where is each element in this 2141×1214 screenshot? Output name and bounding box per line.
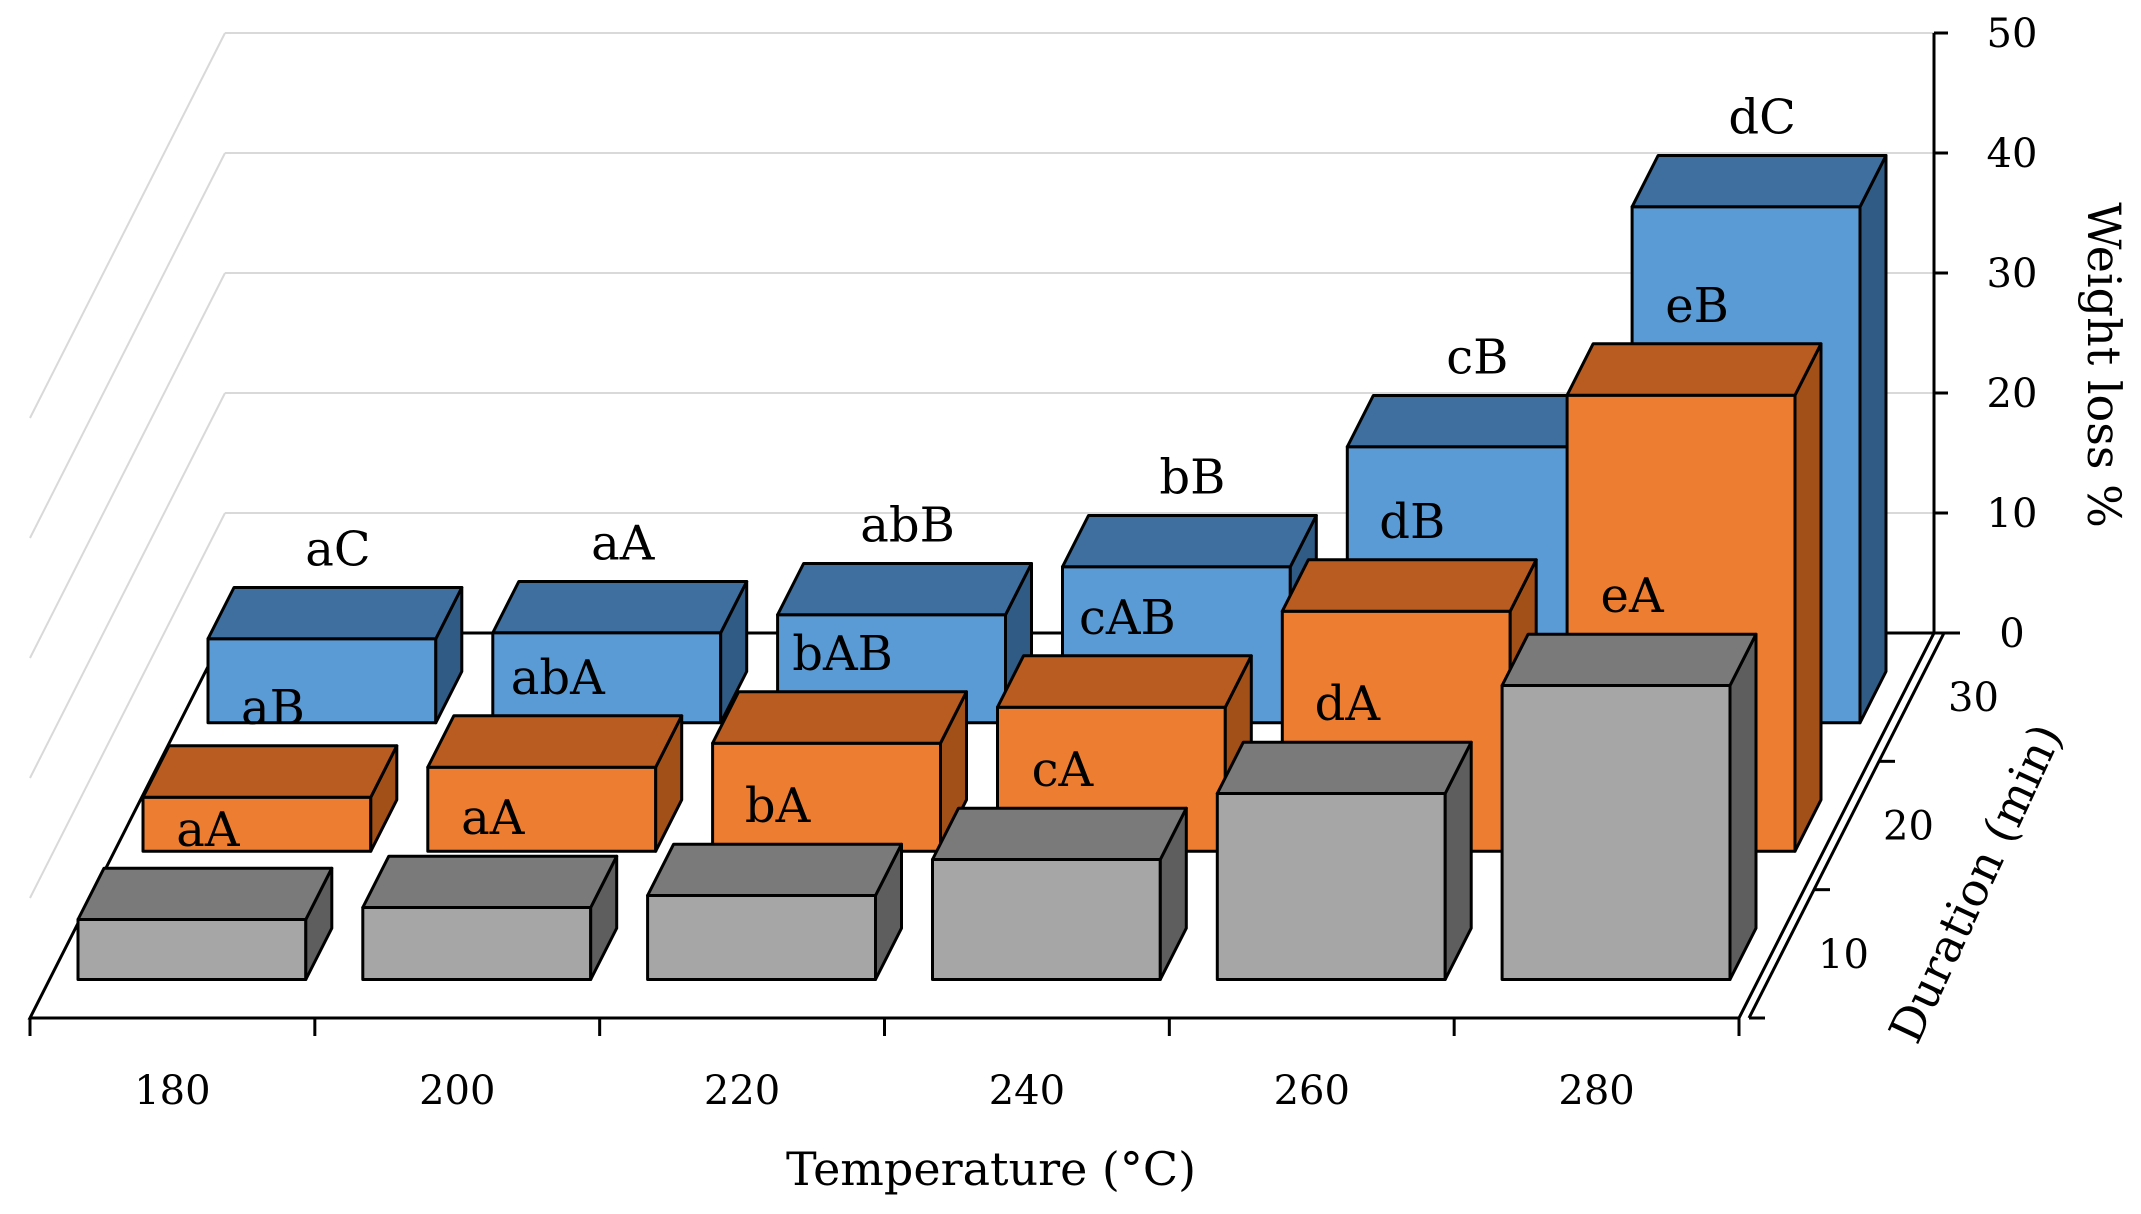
bar-front-face [646,894,877,981]
bar-significance-label: abA [511,650,606,706]
bar-significance-label: eB [1665,278,1729,334]
bar-front-face [931,858,1162,981]
x-tick-label: 240 [989,1068,1065,1114]
bar-significance-label: dB [1379,494,1445,550]
y-tick-label: 30 [1948,675,1999,721]
x-tick-label: 260 [1274,1068,1350,1114]
bar-top-face [141,744,399,799]
bar-top-face [1630,154,1888,209]
bar-significance-label: dC [1728,90,1795,146]
x-tick-label: 280 [1558,1068,1634,1114]
x-tick-label: 200 [419,1068,495,1114]
bar-significance-label: aA [591,516,656,572]
bar-top-face [426,714,684,769]
bar-10min-260 [1215,740,1473,981]
bar-top-face [996,654,1253,709]
bar-30min-180 [206,586,464,725]
bar-20min-180 [141,744,399,853]
x-tick-label: 180 [134,1068,210,1114]
bar-top-face [76,866,334,921]
bar-top-face [711,690,968,745]
bar-side-face [1793,342,1823,853]
z-axis-title: Weight loss % [2077,202,2131,528]
bar-significance-label: bB [1159,450,1225,506]
bar-significance-label: abB [860,498,955,554]
z-tick-label: 0 [1999,611,2024,657]
y-tick-label: 10 [1818,932,1869,978]
bar-top-face [776,562,1033,617]
gridline-side [29,392,226,779]
bar-top-face [1565,342,1823,397]
bar-significance-label: aB [241,680,305,736]
bar-front-face [1215,792,1447,981]
axes-layer: 0 10 20 30 40 50 180 200 220 240 260 280 10 20 30 [28,11,2038,1114]
bar-10min-180 [76,866,334,981]
bar-top-face [1215,740,1473,795]
bar-top-face [206,586,464,641]
bar-significance-label: aA [176,802,241,858]
bar-top-face [646,842,903,897]
bar-significance-label: aA [461,790,526,846]
bar-side-face [1858,154,1888,725]
bar-top-face [931,806,1188,861]
bar-top-face [1345,394,1603,449]
bars-layer: aC aA abB bB cB dC aB abA bAB cAB dB eB aA aA bA cA dA eA [76,90,1888,981]
bar-top-face [491,580,749,635]
bar-20min-220 [711,690,968,853]
bar-10min-240 [931,806,1188,981]
bar-20min-200 [426,714,684,853]
bar-significance-label: cAB [1079,590,1176,646]
bar-significance-label: bA [745,778,812,834]
bar-top-face [1061,514,1318,569]
bar-front-face [1500,684,1732,981]
bar-10min-220 [646,842,903,981]
bar-front-face [76,918,308,981]
bar-significance-label: dA [1315,676,1382,732]
bar-top-face [361,854,619,909]
bar-30min-200 [491,580,749,725]
bar-front-face [361,906,593,981]
bar-significance-label: cA [1032,742,1095,798]
gridline-side [29,32,226,419]
bar-top-face [1280,558,1538,613]
x-axis-title: Temperature (°C) [786,1142,1196,1196]
gridline-side [29,152,226,539]
bar-side-face [1728,632,1758,981]
bar-top-face [1500,632,1758,687]
gridline-side [29,512,226,899]
x-tick-label: 220 [704,1068,780,1114]
z-tick-label: 10 [1987,491,2038,537]
z-tick-label: 50 [1987,11,2038,57]
bar-10min-280 [1500,632,1758,981]
z-tick-label: 20 [1987,371,2038,417]
y-axis-title: Duration (min) [1878,716,2073,1051]
bar-significance-label: aC [305,522,370,578]
bar-significance-label: bAB [792,626,893,682]
gridline-side [29,272,226,659]
z-tick-label: 30 [1987,251,2038,297]
y-tick-label: 20 [1883,804,1934,850]
bar-significance-label: cB [1446,330,1508,386]
bar-10min-200 [361,854,619,981]
y-axis-line [1747,632,1946,1019]
z-tick-label: 40 [1987,131,2038,177]
bar-significance-label: eA [1601,568,1665,624]
